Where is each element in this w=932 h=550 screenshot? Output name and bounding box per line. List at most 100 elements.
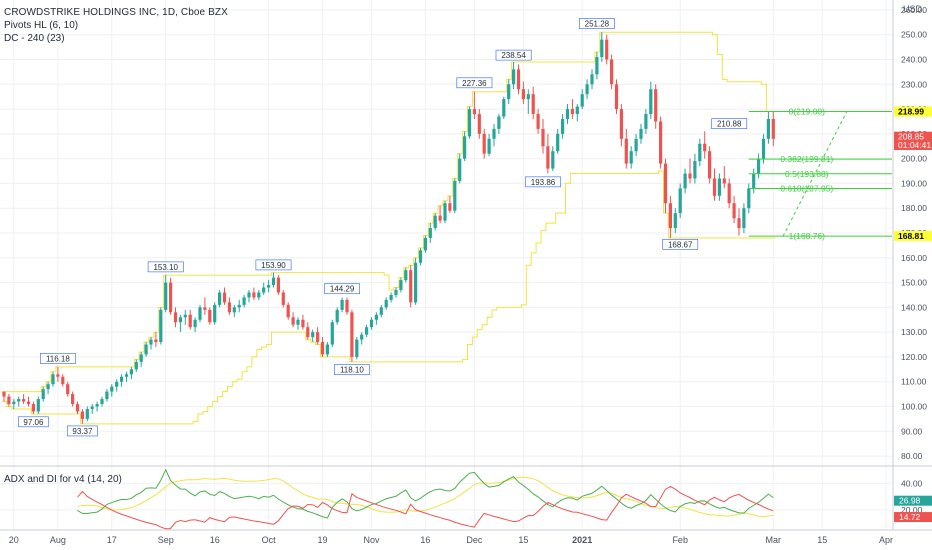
candle-body <box>561 118 565 134</box>
candle-body <box>276 277 280 293</box>
candle-body <box>482 133 486 154</box>
candle-body <box>222 292 227 303</box>
candle-body <box>115 381 119 387</box>
pivot-label: 118.10 <box>340 366 364 375</box>
candle-body <box>183 314 187 318</box>
price-marker-box <box>894 106 932 117</box>
candle-body <box>458 158 462 181</box>
candle-body <box>673 213 677 229</box>
candle-body <box>242 297 246 305</box>
adx-indicator-label[interactable]: ADX and DI for v4 (14, 20) <box>4 474 122 485</box>
candle-body <box>693 161 697 179</box>
candle-body <box>144 344 148 355</box>
price-tick-label: 230.00 <box>901 79 927 89</box>
pivot-label: 227.36 <box>462 79 487 88</box>
price-tick-label: 140.00 <box>901 302 927 312</box>
candle-body <box>708 151 712 179</box>
candle-body <box>771 118 775 139</box>
candle-body <box>149 339 153 345</box>
candle-body <box>663 163 668 204</box>
candle-body <box>570 109 574 115</box>
time-tick-label: Nov <box>363 535 380 545</box>
pivot-label: 153.10 <box>153 263 178 272</box>
candle-body <box>516 69 521 90</box>
price-tick-label: 100.00 <box>901 402 927 412</box>
price-tick-label: 180.00 <box>901 203 927 213</box>
di-minus-line <box>77 485 774 530</box>
pivot-label: 153.90 <box>261 261 286 270</box>
pivot-label-box <box>495 49 532 61</box>
candle-body <box>757 158 761 174</box>
candle-body <box>311 332 315 338</box>
price-tick-label: 110.00 <box>901 377 927 387</box>
candle-body <box>22 399 26 402</box>
candle-body <box>668 203 672 229</box>
candle-body <box>12 401 16 405</box>
candle-body <box>521 89 525 100</box>
time-tick-label: 2021 <box>572 535 592 545</box>
candle-body <box>41 389 45 400</box>
candle-body <box>31 404 35 412</box>
pivot-label-box <box>456 77 493 89</box>
candle-body <box>7 396 11 405</box>
candle-body <box>619 109 623 139</box>
candle-body <box>173 312 178 323</box>
time-tick-label: 20 <box>9 535 19 545</box>
di-plus-line <box>77 468 774 519</box>
candle-body <box>556 133 560 152</box>
fib-level-label: 0.618(187.95) <box>780 184 833 194</box>
candle-body <box>17 399 21 402</box>
adx-value-label: 26.98 <box>899 496 921 506</box>
pivot-label-box <box>578 18 615 29</box>
candle-body <box>624 138 628 164</box>
candle-body <box>85 408 89 419</box>
candle-body <box>433 215 437 229</box>
candle-body <box>752 173 756 189</box>
time-tick-label: 16 <box>210 535 220 545</box>
candle-body <box>639 128 643 139</box>
pivot-label: 97.06 <box>23 418 44 427</box>
candle-body <box>487 138 491 154</box>
candle-body <box>296 319 300 325</box>
candle-body <box>747 188 751 209</box>
candle-body <box>492 128 496 139</box>
price-tick-label: 160.00 <box>901 253 927 263</box>
adx-tick-label: 40.00 <box>901 478 923 488</box>
candle-body <box>379 307 383 315</box>
candle-body <box>742 208 746 229</box>
time-tick-label: 19 <box>317 535 327 545</box>
time-tick-label: Sep <box>158 535 174 545</box>
candle-body <box>688 173 692 179</box>
candle-body <box>683 173 687 189</box>
candle-body <box>394 290 398 295</box>
candle-body <box>369 319 374 328</box>
candle-body <box>590 74 594 85</box>
candle-body <box>320 342 325 355</box>
candle-body <box>737 218 741 229</box>
time-tick-label: 17 <box>107 535 117 545</box>
candle-body <box>698 143 702 162</box>
pivot-label: 116.18 <box>46 354 70 363</box>
candle-body <box>124 374 129 377</box>
candle-body <box>193 319 197 328</box>
candle-body <box>134 361 138 370</box>
price-tick-label: 190.00 <box>901 178 927 188</box>
fib-level-label: 0.5(193.88) <box>785 169 829 179</box>
candle-body <box>546 146 550 169</box>
price-tick-label: 150.00 <box>901 278 927 288</box>
candle-body <box>374 314 378 320</box>
pivot-label: 238.54 <box>501 51 526 60</box>
time-tick-label: Feb <box>672 535 688 545</box>
candle-body <box>61 376 65 385</box>
candle-body <box>218 292 222 305</box>
candle-body <box>267 285 271 288</box>
candle-body <box>291 317 295 325</box>
candle-body <box>585 84 589 95</box>
candle-body <box>678 188 682 214</box>
candle-body <box>301 319 305 328</box>
candle-body <box>443 203 447 221</box>
candle-body <box>350 312 354 357</box>
pivot-label-box <box>662 238 699 250</box>
